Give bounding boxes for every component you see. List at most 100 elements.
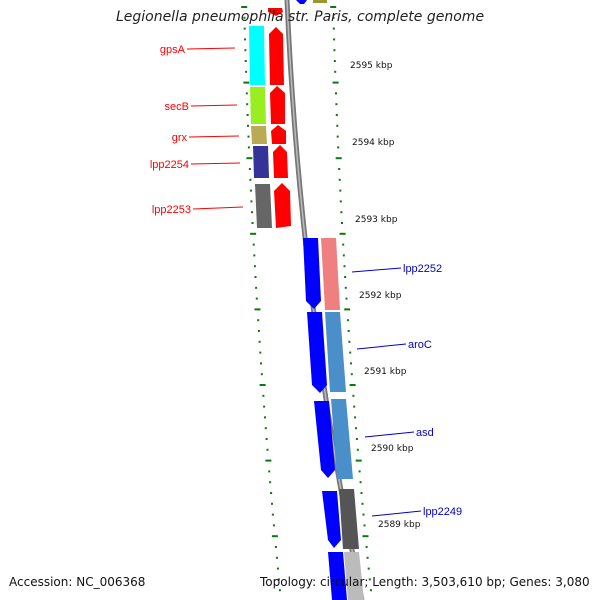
ring-dot [360, 492, 363, 494]
ring-dot [342, 243, 345, 246]
ring-dot [271, 502, 273, 505]
ring-dot [270, 492, 273, 494]
ring-dot [248, 168, 251, 170]
ring-dot [260, 373, 263, 376]
cog-block-asd [331, 399, 353, 479]
leader-lpp2253 [192, 206, 244, 210]
gene-arrow-lpp2253 [274, 183, 291, 228]
ring-dot [277, 578, 280, 581]
ring-dot [246, 157, 253, 160]
ring-dot [361, 502, 364, 505]
cog-block-secB [250, 87, 266, 124]
gene-label-aroC: aroC [408, 339, 432, 351]
tick-label-2593: 2593 kbp [355, 215, 398, 225]
ring-dot [243, 27, 246, 30]
leader-asd [364, 431, 415, 438]
gene-arrow-lpp2254 [273, 145, 288, 178]
tick-label-2590: 2590 kbp [371, 444, 414, 454]
cog-block-aroC [325, 312, 346, 392]
ring-dot [355, 427, 357, 430]
ring-dot [368, 578, 371, 581]
cog-block-lpp2249 [339, 489, 359, 549]
ring-dot [343, 265, 346, 268]
cog-block-gpsA [249, 26, 265, 85]
leader-grx [188, 135, 240, 138]
ring-dot [276, 567, 279, 570]
ring-dot [344, 286, 347, 289]
ring-dot [250, 232, 257, 235]
ring-dot [340, 211, 343, 214]
ring-dot [350, 362, 352, 365]
tick-label-2595: 2595 kbp [350, 61, 393, 71]
gene-arrow-lpp2252 [303, 238, 321, 309]
ring-dot [251, 211, 253, 214]
ring-dot [255, 286, 258, 289]
ring-dot [264, 416, 266, 419]
cog-track-left [249, 26, 272, 228]
cog-block-grx [251, 126, 267, 144]
ring-dot [367, 567, 370, 570]
ring-dot [250, 200, 253, 203]
cog-block-top-right [313, 0, 327, 3]
ring-dot [363, 524, 366, 527]
ring-dot [344, 276, 347, 278]
ring-dot [259, 384, 266, 386]
ring-dot [247, 135, 250, 138]
ring-dot [246, 103, 249, 106]
ring-dot [335, 92, 337, 95]
gene-arrow-top [268, 8, 283, 16]
ring-dot [259, 351, 262, 354]
ring-dot [251, 222, 254, 224]
gene-arrow-asd [314, 401, 335, 478]
leader-lpp2249 [371, 510, 422, 517]
leader-aroC [356, 343, 407, 350]
ring-dot [271, 535, 278, 538]
gene-label-lpp2249: lpp2249 [423, 506, 462, 518]
forward-genes-left [268, 8, 291, 228]
gene-arrow-secB [270, 86, 285, 124]
ring-dot [362, 535, 369, 538]
ring-dot [365, 546, 368, 548]
gene-label-asd: asd [416, 427, 434, 439]
ring-dot [341, 222, 343, 224]
ring-dot [349, 351, 352, 354]
ring-dot [253, 254, 256, 257]
ring-dot [336, 135, 339, 138]
ring-dot [333, 38, 336, 41]
gene-arrow-top-right [296, 0, 307, 4]
ring-dot [334, 70, 337, 73]
tick-label-2591: 2591 kbp [364, 367, 407, 377]
gene-label-secB: secB [165, 101, 189, 113]
ring-dot [252, 243, 255, 246]
outer-dotted-ring [330, 6, 372, 592]
ring-dot [346, 319, 349, 322]
leader-lpp2252 [351, 267, 402, 273]
gene-arrow-grx [271, 125, 286, 144]
gene-arrow-aroC [307, 312, 327, 393]
ring-dot [356, 448, 359, 451]
cog-block-lpp2254 [253, 146, 269, 178]
ring-dot [249, 189, 252, 192]
cog-block-bottom [344, 552, 364, 600]
ring-dot [241, 6, 248, 8]
map-title: Legionella pneumophila str. Paris, compl… [115, 9, 485, 25]
ring-dot [339, 200, 342, 203]
ring-dot [245, 92, 248, 95]
ring-dot [362, 513, 365, 516]
ring-dot [253, 265, 256, 268]
ring-dot [345, 297, 348, 300]
ring-dot [258, 340, 261, 343]
cog-track-right [321, 238, 364, 600]
ring-dot [275, 556, 278, 559]
cog-block-lpp2253 [255, 184, 272, 228]
ring-dot [350, 373, 353, 376]
ring-dot [264, 427, 267, 430]
inner-dotted-ring [241, 6, 281, 592]
ring-dot [353, 405, 356, 408]
ring-dot [245, 70, 248, 73]
leader-gpsA [186, 47, 236, 50]
tick-label-2594: 2594 kbp [352, 138, 395, 148]
ring-dot [348, 340, 351, 343]
reverse-genes-right [303, 238, 347, 600]
tick-label-2589: 2589 kbp [378, 520, 421, 530]
